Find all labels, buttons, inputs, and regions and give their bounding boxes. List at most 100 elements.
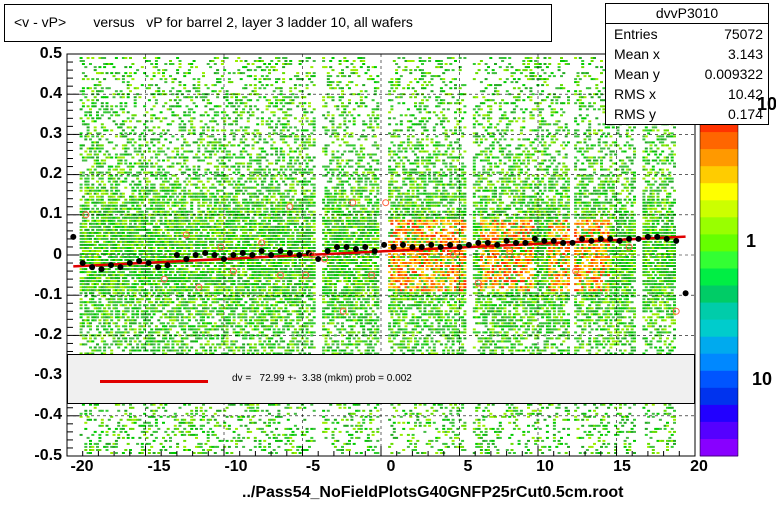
heatmap-cell (133, 231, 137, 234)
heatmap-cell (107, 313, 111, 316)
heatmap-cell (81, 259, 85, 261)
heatmap-cell (129, 222, 132, 225)
heatmap-cell (133, 207, 137, 210)
heatmap-cell (227, 72, 231, 75)
heatmap-cell (124, 247, 128, 249)
heatmap-cell (129, 325, 132, 328)
heatmap-cell (131, 180, 135, 183)
heatmap-cell (206, 207, 210, 210)
heatmap-cell (162, 289, 165, 292)
heatmap-cell (96, 225, 99, 228)
heatmap-cell (159, 132, 163, 135)
heatmap-cell (239, 78, 243, 81)
heatmap-cell (220, 189, 224, 192)
heatmap-cell (187, 430, 191, 433)
heatmap-cell (91, 144, 95, 147)
heatmap-cell (114, 325, 118, 328)
heatmap-cell (121, 271, 125, 274)
heatmap-cell (145, 189, 149, 192)
heatmap-cell (145, 210, 149, 213)
heatmap-cell (225, 340, 229, 343)
heatmap-cell (227, 168, 231, 171)
heatmap-cell (81, 250, 85, 252)
heatmap-cell (136, 231, 140, 234)
heatmap-cell (195, 349, 198, 352)
heatmap-cell (124, 409, 128, 412)
heatmap-cell (138, 138, 142, 141)
heatmap-cell (166, 204, 170, 207)
heatmap-cell (98, 247, 102, 249)
heatmap-cell (140, 316, 144, 319)
heatmap-cell (143, 189, 147, 192)
heatmap-cell (131, 201, 135, 204)
heatmap-cell (93, 289, 97, 292)
heatmap-cell (143, 138, 147, 141)
heatmap-cell (100, 310, 104, 313)
heatmap-cell (129, 322, 132, 325)
heatmap-cell (171, 162, 175, 165)
heatmap-cell (204, 243, 208, 246)
heatmap-cell (84, 66, 88, 69)
heatmap-cell (79, 117, 83, 120)
heatmap-cell (237, 129, 241, 132)
heatmap-cell (96, 280, 99, 283)
heatmap-cell (162, 198, 165, 201)
heatmap-cell (150, 340, 154, 343)
heatmap-cell (192, 111, 196, 114)
heatmap-cell (84, 271, 88, 274)
heatmap-cell (197, 150, 201, 153)
heatmap-cell (258, 138, 262, 141)
heatmap-cell (197, 268, 201, 271)
heatmap-cell (89, 289, 92, 292)
heatmap-cell (232, 105, 236, 108)
heatmap-cell (91, 210, 95, 213)
heatmap-cell (112, 283, 116, 286)
heatmap-cell (119, 316, 123, 319)
heatmap-cell (131, 253, 135, 255)
heatmap-cell (119, 250, 123, 252)
heatmap-cell (237, 105, 241, 108)
heatmap-cell (136, 268, 140, 271)
heatmap-cell (131, 213, 135, 216)
heatmap-cell (187, 292, 191, 295)
heatmap-cell (105, 231, 109, 234)
heatmap-cell (98, 310, 102, 313)
heatmap-cell (197, 322, 201, 325)
heatmap-cell (89, 250, 92, 252)
heatmap-cell (249, 430, 253, 433)
heatmap-cell (223, 228, 227, 231)
heatmap-cell (136, 198, 140, 201)
heatmap-cell (91, 225, 95, 228)
heatmap-cell (249, 449, 253, 451)
heatmap-cell (242, 165, 246, 168)
heatmap-cell (129, 304, 132, 307)
heatmap-cell (202, 346, 205, 349)
heatmap-cell (183, 180, 187, 183)
heatmap-cell (105, 247, 109, 249)
heatmap-cell (131, 144, 135, 147)
heatmap-cell (209, 418, 213, 421)
heatmap-cell (129, 168, 132, 171)
heatmap-cell (81, 120, 85, 123)
heatmap-cell (256, 141, 260, 144)
heatmap-cell (86, 415, 90, 418)
heatmap-cell (119, 171, 123, 174)
heatmap-cell (96, 237, 99, 240)
heatmap-cell (143, 328, 147, 331)
heatmap-cell (180, 340, 184, 343)
heatmap-cell (93, 168, 97, 171)
heatmap-cell (154, 60, 158, 62)
heatmap-cell (112, 274, 116, 277)
heatmap-cell (192, 129, 196, 132)
heatmap-cell (138, 240, 142, 243)
heatmap-cell (143, 247, 147, 249)
heatmap-cell (218, 147, 222, 150)
heatmap-cell (150, 328, 154, 331)
heatmap-cell (100, 418, 104, 421)
heatmap-cell (178, 192, 182, 195)
heatmap-cell (157, 343, 161, 346)
heatmap-cell (140, 153, 144, 156)
heatmap-cell (218, 105, 222, 108)
heatmap-cell (93, 240, 97, 243)
heatmap-cell (84, 96, 88, 99)
